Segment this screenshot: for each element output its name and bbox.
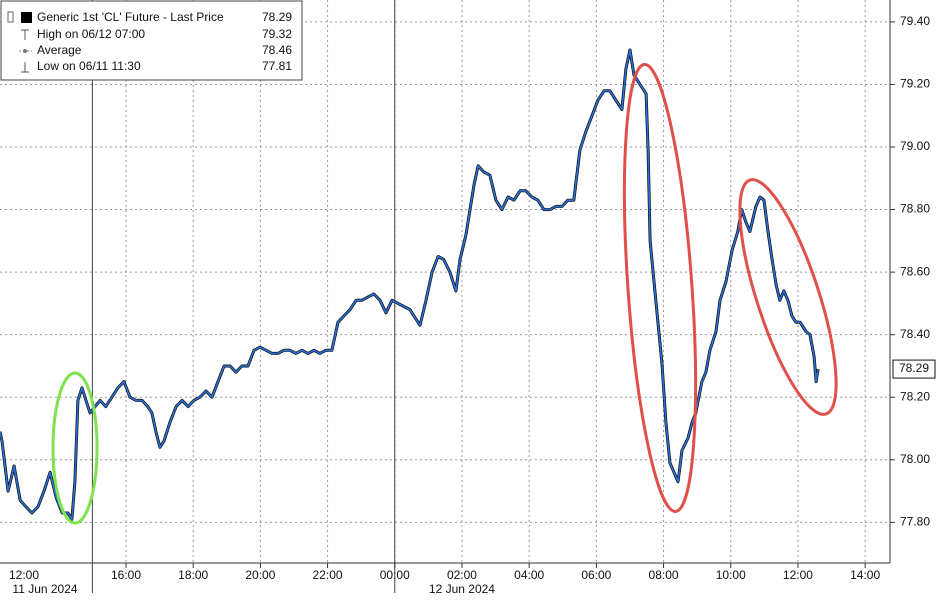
x-tick-label: 04:00 [514, 568, 544, 582]
x-tick-label: 00:00 [380, 568, 410, 582]
x-tick-label: 20:00 [245, 568, 275, 582]
y-tick-label: 79.20 [900, 77, 930, 91]
plot [0, 48, 820, 521]
legend-value: 78.29 [262, 10, 292, 24]
legend-label: Average [37, 43, 82, 57]
legend-label: Generic 1st 'CL' Future - Last Price [37, 10, 224, 24]
price-line [0, 49, 819, 520]
legend-icon [21, 29, 29, 40]
x-tick-label: 02:00 [447, 568, 477, 582]
legend-value: 79.32 [262, 27, 292, 41]
x-tick-label: 08:00 [649, 568, 679, 582]
last-price-label: 78.29 [899, 361, 929, 375]
x-tick-label: 12:00 [783, 568, 813, 582]
legend-swatch [21, 12, 32, 23]
legend-icon [7, 11, 14, 23]
date-label: 12 Jun 2024 [429, 582, 495, 596]
x-tick-label: 18:00 [178, 568, 208, 582]
legend-box [0, 0, 303, 81]
legend-icon [21, 62, 29, 73]
y-tick-label: 78.40 [900, 327, 930, 341]
x-tick-label: 14:00 [850, 568, 880, 582]
y-tick-label: 78.80 [900, 202, 930, 216]
last-price-tag [892, 359, 936, 379]
legend-label: Low on 06/11 11:30 [37, 59, 141, 73]
legend-icon [23, 49, 27, 53]
x-tick-label: 22:00 [313, 568, 343, 582]
x-tick-label: 16:00 [111, 568, 141, 582]
y-tick-label: 79.00 [900, 139, 930, 153]
y-tick-label: 77.80 [900, 515, 930, 529]
legend-value: 77.81 [262, 59, 292, 73]
x-tick-label: 10:00 [716, 568, 746, 582]
legend: Generic 1st 'CL' Future - Last Price 78.… [0, 0, 303, 81]
highlight-ellipse [51, 371, 99, 525]
highlight-ellipse [622, 63, 698, 513]
date-label: 11 Jun 2024 [12, 582, 77, 596]
legend-value: 78.46 [262, 43, 292, 57]
x-tick-label: 12:00 [9, 568, 39, 582]
y-tick-label: 78.60 [900, 264, 930, 278]
axes: 77.80 78.00 78.20 78.40 78.60 78.80 79.00 79.20… [9, 14, 936, 596]
grid [0, 0, 890, 593]
legend-label: High on 06/12 07:00 [37, 27, 145, 41]
x-tick-label: 06:00 [581, 568, 611, 582]
y-tick-label: 78.00 [900, 452, 930, 466]
highlight-ellipse [738, 178, 838, 416]
y-tick-label: 79.40 [900, 14, 930, 28]
y-tick-label: 78.20 [900, 389, 930, 403]
